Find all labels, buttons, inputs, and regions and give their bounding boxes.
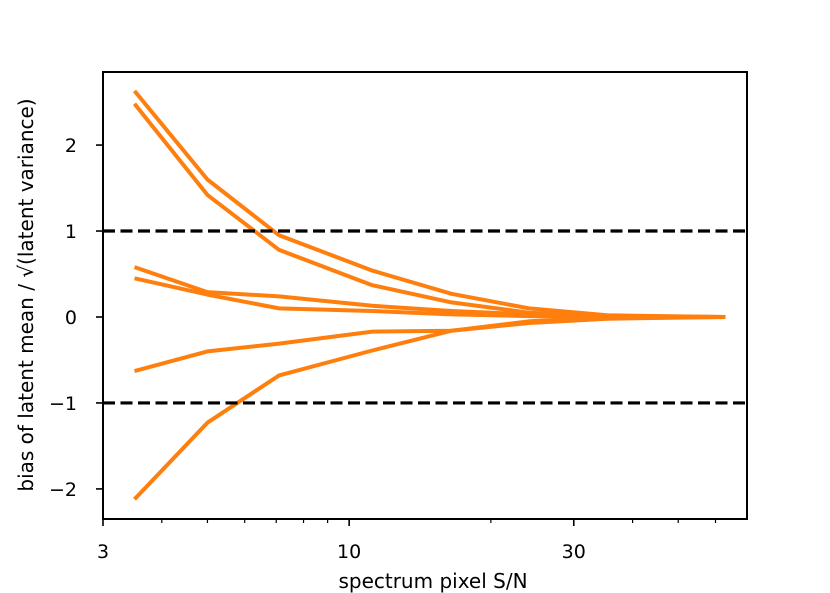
x-tick-label: 10 <box>337 541 361 563</box>
x-axis-ticks: 3 10 30 <box>97 519 717 563</box>
plot-area <box>132 89 726 501</box>
x-axis-label: spectrum pixel S/N <box>338 569 527 593</box>
series-line-6 <box>133 315 726 501</box>
reference-lines <box>103 229 747 405</box>
y-tick-label: −2 <box>49 479 77 501</box>
x-tick-label: 3 <box>97 541 109 563</box>
y-axis-label: bias of latent mean / √(latent variance) <box>14 98 38 491</box>
y-tick-label: 1 <box>65 221 77 243</box>
x-tick-label: 30 <box>562 541 586 563</box>
y-tick-label: 2 <box>65 135 77 157</box>
axes-frame <box>102 71 748 520</box>
y-tick-label: 0 <box>65 307 77 329</box>
y-axis-ticks: −2 −1 0 1 2 <box>49 135 103 501</box>
y-tick-label: −1 <box>49 393 77 415</box>
